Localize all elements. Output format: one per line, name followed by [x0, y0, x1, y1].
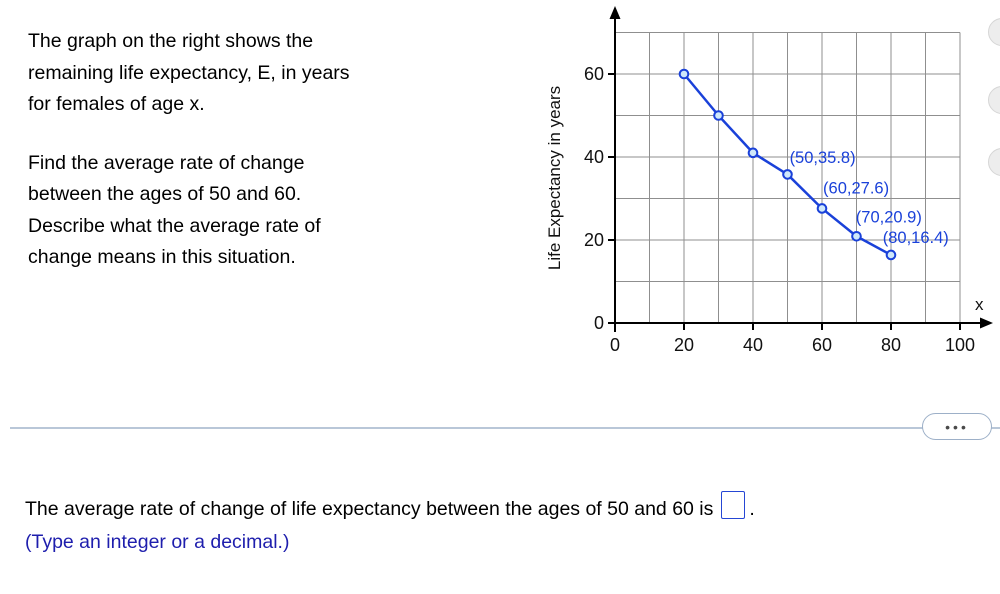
svg-text:20: 20: [584, 230, 604, 250]
svg-text:(70,20.9): (70,20.9): [856, 209, 922, 227]
answer-hint: (Type an integer or a decimal.): [25, 531, 290, 553]
svg-text:Life Expectancy in years: Life Expectancy in years: [545, 86, 564, 270]
ellipsis-icon: •••: [945, 418, 969, 435]
answer-input[interactable]: [721, 491, 746, 519]
svg-text:20: 20: [674, 335, 694, 355]
svg-text:0: 0: [610, 335, 620, 355]
svg-text:60: 60: [812, 335, 832, 355]
problem-statement: The graph on the right shows the remainin…: [28, 26, 350, 274]
answer-suffix: .: [749, 497, 755, 520]
svg-text:(80,16.4): (80,16.4): [883, 229, 949, 247]
svg-text:x: x: [975, 295, 984, 314]
expand-options-button[interactable]: •••: [922, 413, 992, 440]
svg-text:60: 60: [584, 64, 604, 84]
problem-paragraph-2: Find the average rate of change between t…: [28, 151, 321, 269]
chart-svg: 0 20 40 60 80 100 0 20 40 60 x Life Expectancy in y…: [545, 6, 993, 355]
svg-text:40: 40: [584, 147, 604, 167]
answer-sentence: The average rate of change of life expec…: [25, 491, 755, 527]
svg-text:40: 40: [743, 335, 763, 355]
svg-text:(60,27.6): (60,27.6): [823, 180, 889, 198]
svg-text:(50,35.8): (50,35.8): [790, 149, 856, 167]
life-expectancy-chart: 0 20 40 60 80 100 0 20 40 60 x Life Expectancy in y…: [530, 0, 1000, 368]
svg-text:100: 100: [945, 335, 975, 355]
section-divider: [10, 427, 1000, 429]
answer-prompt: The average rate of change of life expec…: [25, 497, 714, 520]
svg-text:80: 80: [881, 335, 901, 355]
svg-text:0: 0: [594, 313, 604, 333]
problem-paragraph-1: The graph on the right shows the remainin…: [28, 30, 350, 115]
